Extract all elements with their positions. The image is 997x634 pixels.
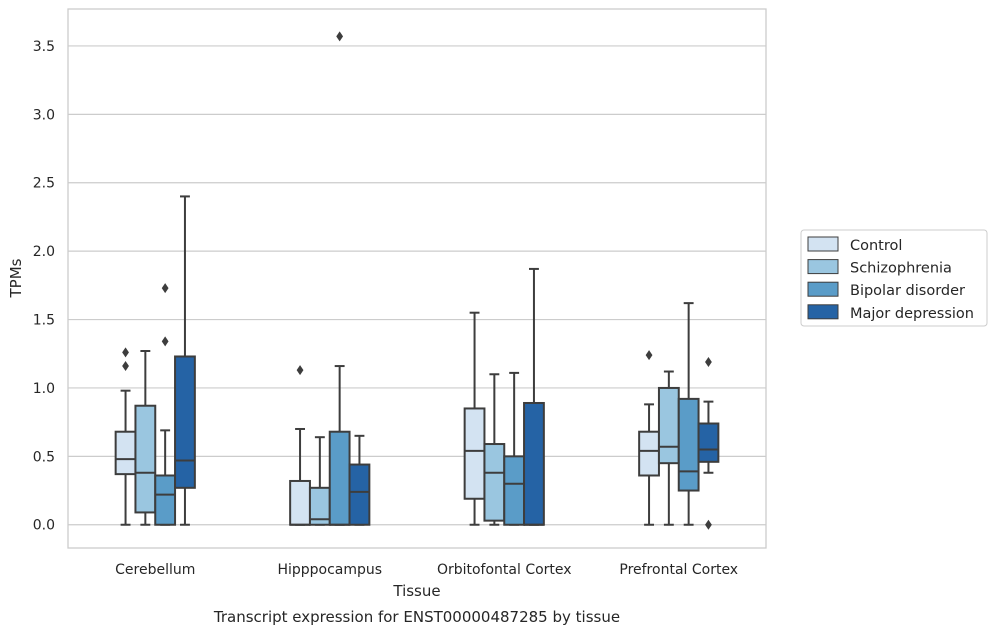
outlier-point [122,347,129,358]
box-2-3 [523,267,545,526]
y-tick-label: 3.0 [33,107,55,123]
outlier-point [336,31,344,42]
outlier-point [161,336,169,347]
box-3-3 [697,356,720,530]
box-body [154,474,177,526]
box-body [289,479,311,526]
outlier-point [645,350,653,361]
y-tick-label: 1.5 [33,313,55,329]
box-1-1 [308,436,331,526]
y-tick-label: 1.0 [33,381,55,397]
x-tick-label: Orbitofontal Cortex [437,562,572,578]
box-body [174,355,196,489]
box-body [328,430,351,526]
box-3-1 [657,370,680,526]
outlier-point [705,356,712,367]
box-body [134,404,157,514]
legend-swatch [807,236,839,252]
box-1-2 [328,31,351,526]
x-tick-label: Hipppocampus [277,562,382,578]
box-2-0 [463,311,486,526]
box-body [114,430,137,476]
box-body [503,455,526,526]
box-0-0 [114,347,137,526]
y-tick-label: 0.5 [33,449,55,465]
y-tick-label: 3.5 [33,39,55,55]
box-3-2 [677,302,700,526]
y-axis-label: TPMs [7,258,25,298]
legend-label: Bipolar disorder [850,283,965,299]
legend-label: Control [850,238,902,254]
box-0-2 [154,283,177,526]
y-tick-label: 2.5 [33,176,55,192]
box-0-3 [174,195,196,526]
box-body [463,407,486,500]
legend-swatch [807,281,839,297]
legend-items: Control Schizophrenia Bipolar disorder Majo… [807,236,974,322]
box-1-3 [348,434,371,526]
outlier-point [161,283,169,294]
plot-frame [67,8,767,549]
legend-swatch [807,259,839,275]
box-body [638,430,660,477]
box-0-1 [134,350,157,526]
legend-swatch [807,304,839,320]
box-body [483,443,506,522]
box-2-1 [483,373,506,526]
legend-label: Schizophrenia [850,261,952,277]
y-tick-label: 0.0 [33,518,55,534]
legend: Control Schizophrenia Bipolar disorder Majo… [800,229,988,327]
outlier-point [296,365,304,376]
box-1-0 [289,365,311,526]
x-tick-label: Cerebellum [115,562,195,578]
box-3-0 [638,350,660,526]
box-body [677,397,700,492]
x-tick-label: Prefrontal Cortex [619,562,738,578]
box-body [523,401,545,526]
box-body [697,422,720,463]
legend-frame [800,229,988,327]
box-body [348,463,371,526]
chart-caption: Transcript expression for ENST0000048728… [213,608,620,626]
box-2-2 [503,371,526,526]
x-axis-label: Tissue [392,582,440,600]
outlier-point [122,361,129,372]
y-tick-label: 2.0 [33,244,55,260]
outlier-point [705,519,712,530]
box-body [657,386,680,465]
x-tick-labels: Cerebellum Hipppocampus Orbitofontal Corte… [115,562,738,578]
legend-label: Major depression [850,306,974,322]
box-series [114,31,720,530]
y-tick-labels: 0.0 0.5 1.0 1.5 2.0 2.5 3.0 3.5 [33,39,55,534]
